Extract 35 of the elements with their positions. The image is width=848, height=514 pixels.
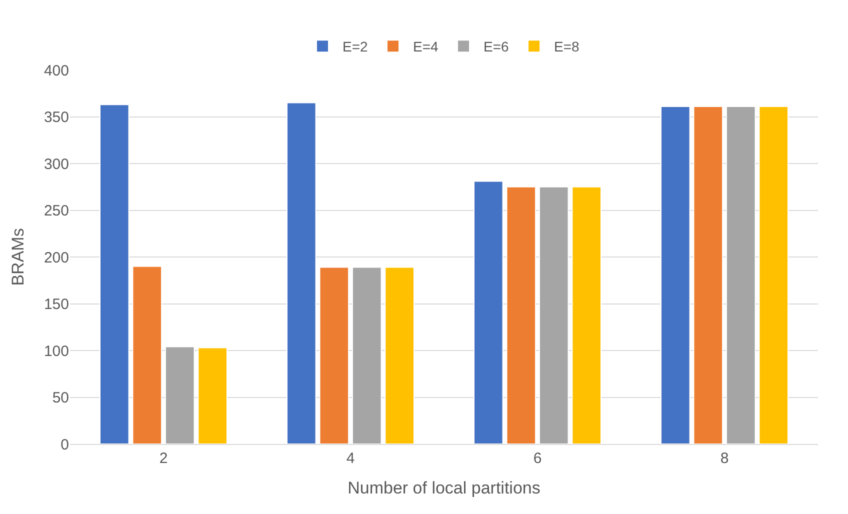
bar [100,104,130,444]
x-axis-title: Number of local partitions [348,478,540,498]
y-tick-label: 200 [44,249,69,266]
y-tick-label: 400 [44,62,69,80]
x-tick-label: 6 [533,450,542,467]
legend-label: E=6 [484,38,510,55]
legend-label: E=2 [342,38,368,55]
y-tick-label: 100 [44,342,69,360]
bar [352,266,382,444]
bar [538,186,569,444]
bar [132,266,162,444]
bar [660,106,690,444]
y-tick-label: 250 [44,202,69,220]
y-axis-title: BRAMs [8,228,28,286]
bar [319,266,350,444]
bar [693,106,724,444]
bar [726,106,756,444]
x-tick-label: 8 [720,450,729,467]
bar [474,180,504,444]
bar [198,347,228,444]
y-tick-label: 150 [44,296,69,313]
bar [286,102,316,444]
legend-label: E=4 [413,38,439,55]
bar [164,346,195,444]
y-tick-label: 300 [44,156,69,173]
legend-label: E=8 [554,38,580,55]
x-tick-label: 4 [346,450,355,467]
bar [572,186,602,444]
x-tick-label: 2 [159,450,168,467]
bar [758,106,788,444]
y-tick-label: 50 [52,390,69,406]
bar [384,266,414,444]
y-tick-label: 0 [60,436,69,454]
bar [506,186,536,444]
y-tick-label: 350 [44,109,69,126]
